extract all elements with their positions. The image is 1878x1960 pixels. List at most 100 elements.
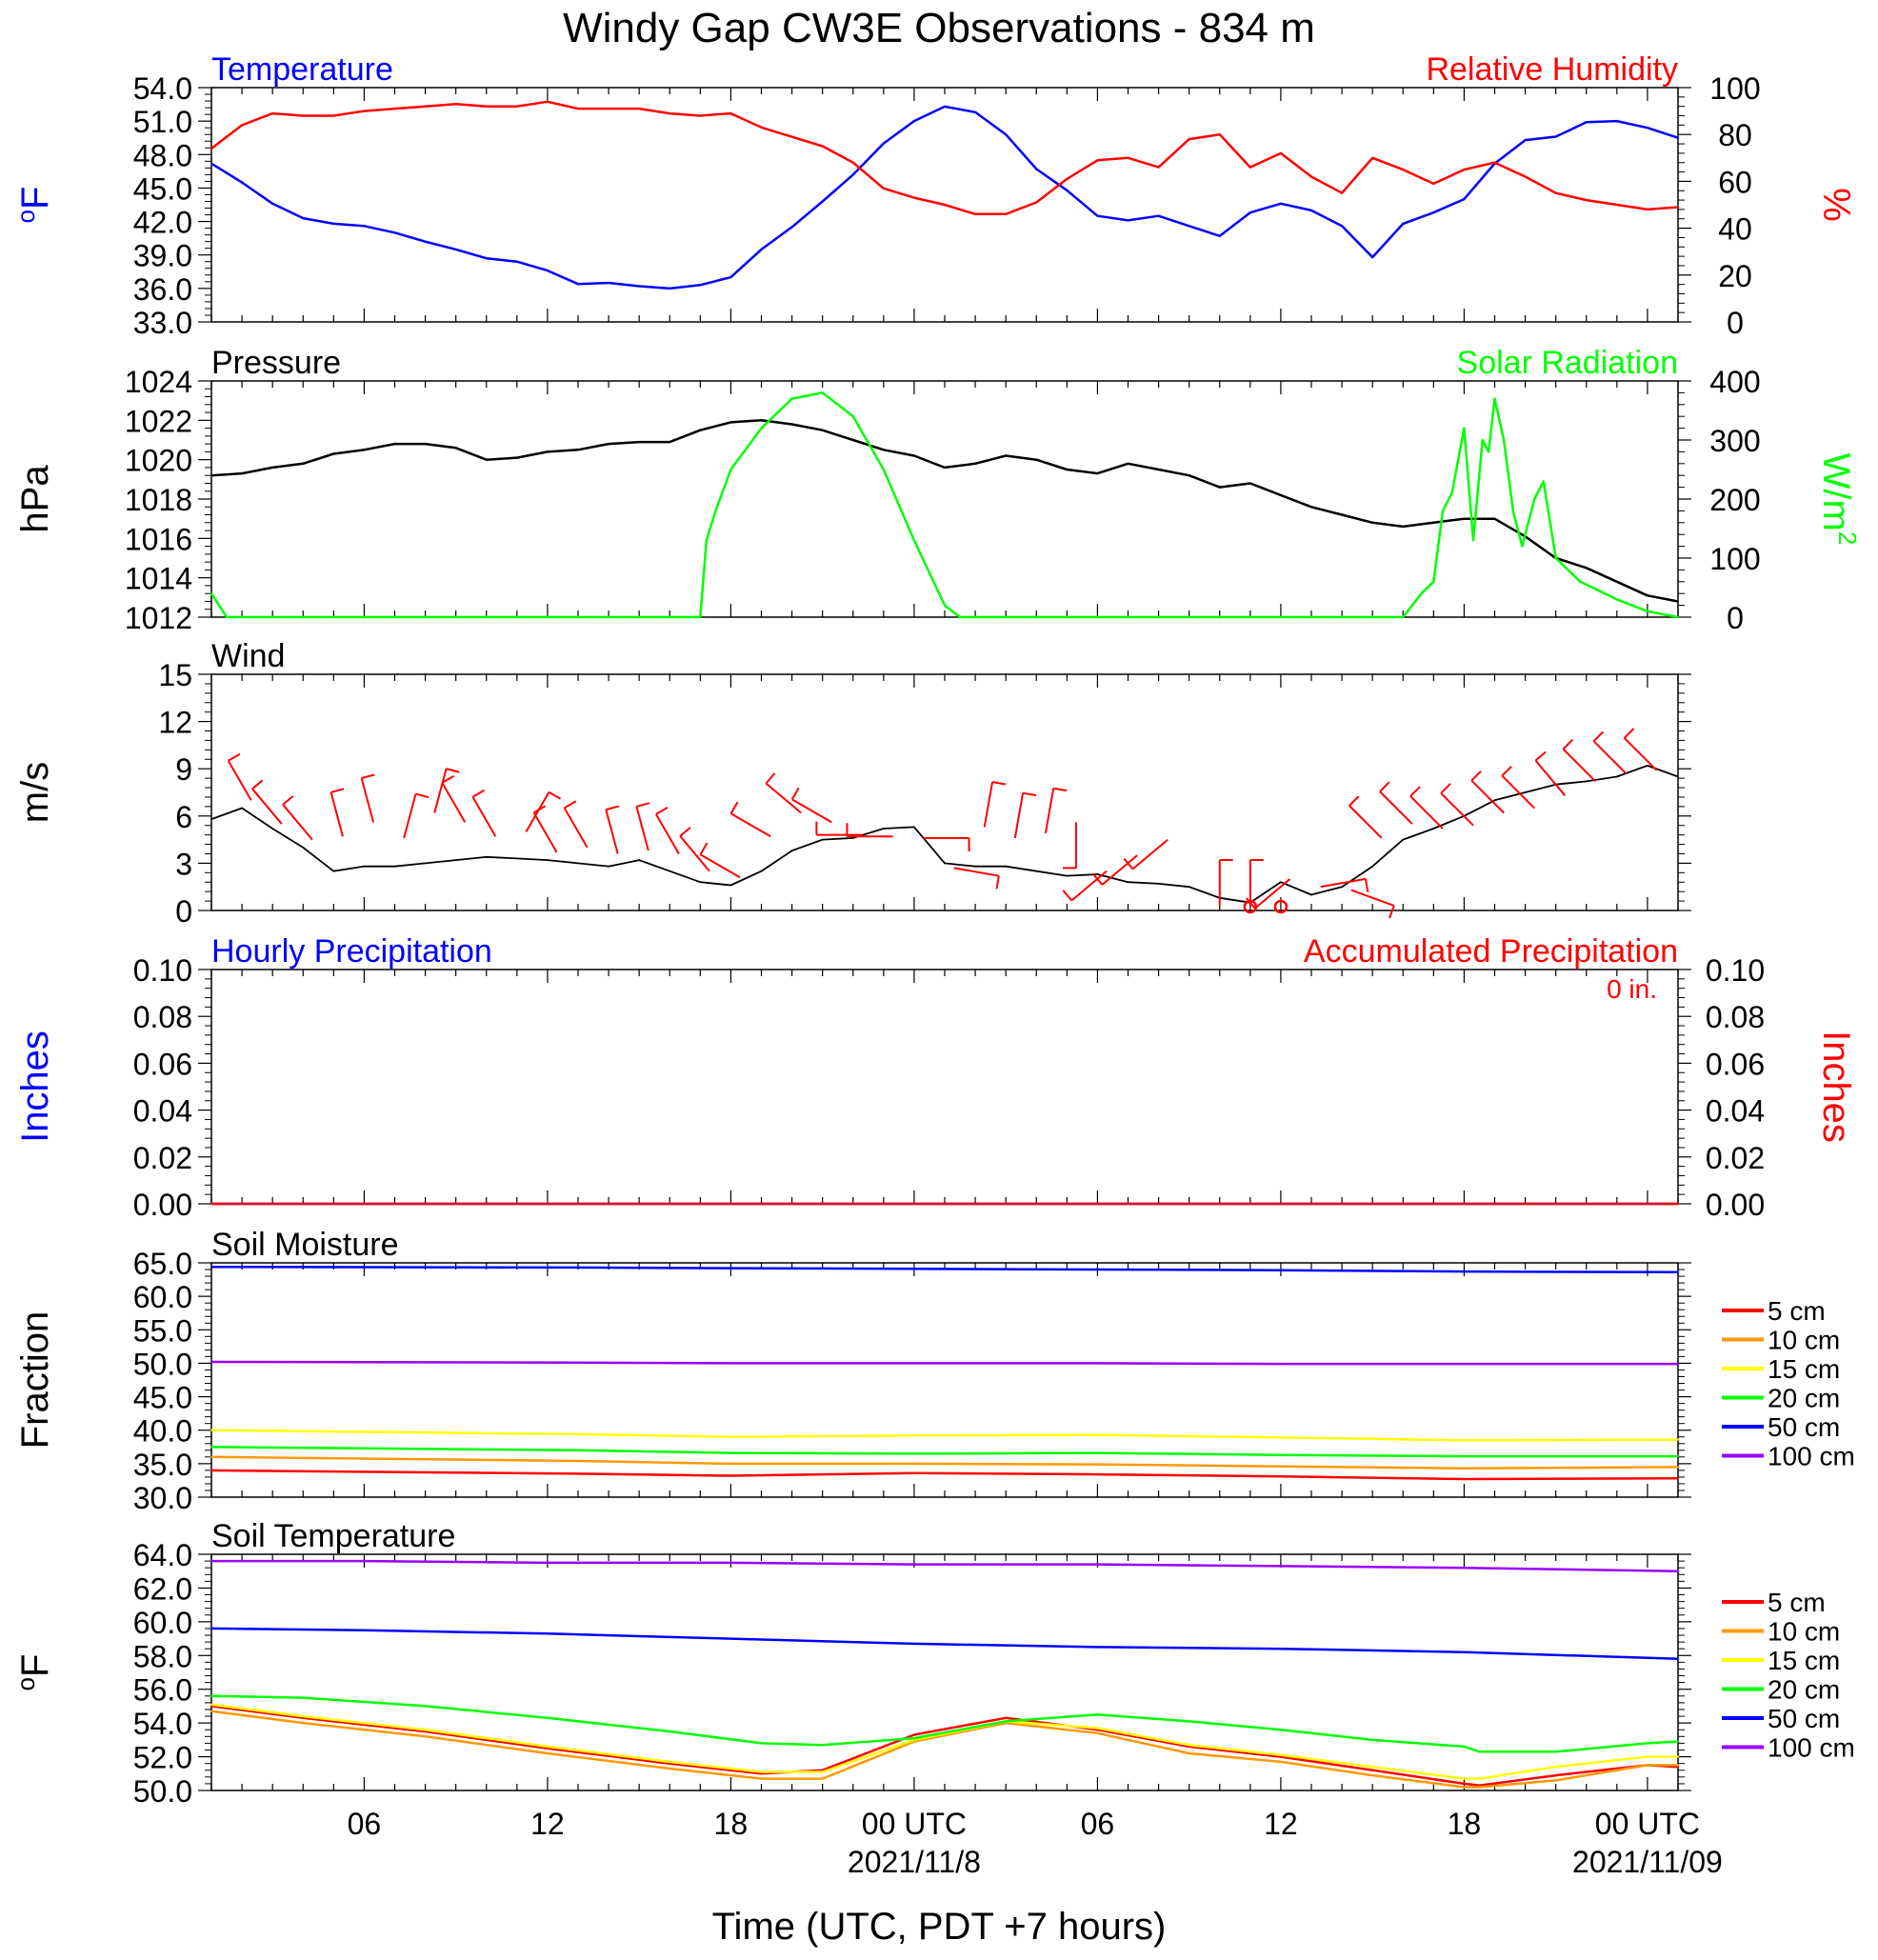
data-point-50-cm <box>729 1637 732 1640</box>
data-point-wind <box>1524 791 1527 793</box>
data-point-15-cm <box>1280 1753 1282 1756</box>
data-point-relative-humidity <box>974 212 976 215</box>
data-point-100-cm <box>1677 1570 1679 1572</box>
wind-barb <box>1350 889 1395 919</box>
wind-barb-flag <box>564 800 577 810</box>
wind-barb-staff <box>360 777 375 823</box>
wind-barb <box>1379 781 1413 825</box>
wind-barb-staff <box>471 796 497 837</box>
y-axis-label-right: W/m2 <box>1815 453 1862 546</box>
data-point-pressure <box>1677 600 1679 603</box>
data-point-wind <box>821 838 824 841</box>
data-point-temperature <box>1188 225 1190 228</box>
y-right-tick-label: 0 <box>1727 601 1744 635</box>
data-point-wind <box>1127 881 1129 884</box>
data-point-solar-radiation <box>1488 450 1489 453</box>
wind-barb <box>282 795 313 841</box>
data-point-temperature <box>1035 168 1038 170</box>
legend-label-5-cm: 5 cm <box>1768 1588 1826 1617</box>
calm-wind-marker <box>1273 899 1289 914</box>
wind-barb <box>227 752 252 801</box>
data-point-pressure <box>821 429 824 431</box>
panel-title-left: Wind <box>211 638 285 674</box>
data-point-10-cm <box>669 1768 671 1770</box>
data-point-solar-radiation <box>913 539 915 542</box>
series-line-10-cm <box>210 1710 1678 1789</box>
data-point-pressure <box>1402 526 1405 528</box>
data-point-relative-humidity <box>1647 209 1648 210</box>
data-point-20-cm <box>1463 1455 1466 1458</box>
y-left-tick-label: 0.10 <box>133 953 192 988</box>
data-point-5-cm <box>760 1772 763 1775</box>
wind-barb-flag <box>699 842 709 855</box>
y-left-tick-label: 55.0 <box>133 1313 192 1348</box>
data-point-20-cm <box>210 1694 212 1697</box>
wind-barb-staff <box>1470 779 1505 814</box>
wind-barb-flag <box>1379 781 1390 792</box>
data-point-temperature <box>302 217 305 219</box>
data-point-20-cm <box>1096 1451 1099 1454</box>
y-right-tick-label: 80 <box>1718 118 1752 152</box>
panel-title-right: Accumulated Precipitation <box>1304 933 1678 970</box>
data-point-relative-humidity <box>1127 156 1129 159</box>
y-axis-label-left: m/s <box>14 762 56 823</box>
y-left-tick-label: 50.0 <box>133 1774 192 1809</box>
data-point-100-cm <box>210 1361 212 1363</box>
wind-barb-staff <box>1440 792 1474 827</box>
data-point-20-cm <box>424 1705 427 1708</box>
data-point-100-cm <box>547 1561 549 1564</box>
data-point-5-cm <box>669 1762 671 1765</box>
wind-barb <box>403 792 430 839</box>
wind-barb-staff <box>679 835 710 872</box>
data-point-15-cm <box>210 1429 212 1431</box>
data-point-wind <box>577 862 579 865</box>
wind-barb-flag <box>441 774 454 784</box>
y-left-tick-label: 51.0 <box>133 105 192 139</box>
data-point-temperature <box>760 248 763 250</box>
wind-barb <box>1246 878 1291 910</box>
y-right-tick-label: 100 <box>1709 71 1760 106</box>
wind-barb-staff <box>1320 877 1367 889</box>
y-left-tick-label: 52.0 <box>133 1741 192 1775</box>
wind-barb-staff <box>532 811 558 853</box>
legend-label-15-cm: 15 cm <box>1768 1646 1840 1675</box>
wind-barb-flag <box>679 827 691 837</box>
data-point-pressure <box>454 447 457 450</box>
data-point-relative-humidity <box>1524 175 1527 178</box>
wind-barb-flag <box>655 807 669 815</box>
panel-temperature-humidity: 33.036.039.042.045.048.051.054.0 0 20 40 60 8… <box>11 51 1857 340</box>
data-point-pressure <box>363 449 366 451</box>
wind-barb <box>635 802 650 851</box>
data-point-pressure <box>1066 469 1069 470</box>
data-point-pressure <box>790 423 793 426</box>
wind-barb-staff <box>699 853 741 879</box>
data-point-relative-humidity <box>790 135 793 138</box>
wind-barb-staff <box>1379 790 1413 825</box>
series-line-15-cm <box>210 1703 1678 1780</box>
data-point-solar-radiation <box>1647 610 1648 612</box>
wind-barb-staff <box>1254 878 1291 910</box>
data-point-relative-humidity <box>241 124 243 127</box>
wind-barb-flag <box>1389 905 1395 919</box>
data-point-10-cm <box>1463 1786 1466 1789</box>
legend-label-10-cm: 10 cm <box>1768 1326 1840 1355</box>
data-point-10-cm <box>760 1777 763 1780</box>
data-point-15-cm <box>760 1770 763 1773</box>
data-point-20-cm <box>1096 1713 1099 1716</box>
data-point-temperature <box>1096 214 1099 217</box>
data-point-relative-humidity <box>1188 138 1190 141</box>
data-point-100-cm <box>1280 1565 1282 1568</box>
data-point-solar-radiation <box>1677 616 1679 618</box>
wind-barb <box>563 800 589 849</box>
data-point-10-cm <box>1554 1779 1557 1782</box>
wind-barb-flag <box>1409 786 1421 797</box>
data-point-relative-humidity <box>1402 169 1405 171</box>
data-point-temperature <box>1127 219 1129 222</box>
data-point-100-cm <box>913 1362 915 1365</box>
wind-barb <box>1092 854 1138 886</box>
data-point-solar-radiation <box>705 539 708 542</box>
data-point-temperature <box>241 181 243 184</box>
data-point-temperature <box>1005 133 1008 136</box>
wind-barb <box>655 807 680 854</box>
